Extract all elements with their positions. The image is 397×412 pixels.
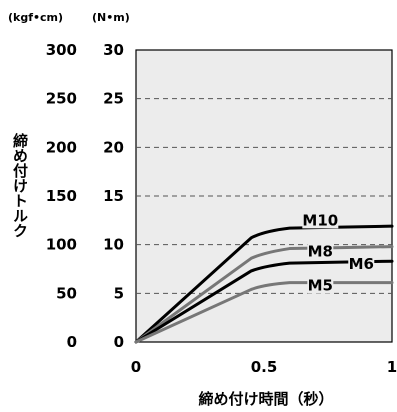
series-labels: M10 M8 M6 M5 <box>302 211 375 295</box>
y-tick-label: 0 <box>114 333 124 351</box>
secondary-y-tick-label: 0 <box>67 333 77 351</box>
series-line-m5 <box>134 281 394 344</box>
y-tick-label: 30 <box>103 41 124 59</box>
series-label-bg <box>307 276 334 294</box>
y-tick-label: 25 <box>103 90 124 108</box>
grid-lines <box>136 98 392 294</box>
primary-y-unit: (N•m) <box>92 11 130 24</box>
secondary-y-tick-label: 250 <box>46 90 77 108</box>
series-label-bg <box>307 242 334 260</box>
series-line-m8 <box>134 245 394 344</box>
secondary-y-tick-label: 150 <box>46 187 77 205</box>
x-axis-title: 締め付け時間（秒） <box>198 390 333 408</box>
secondary-y-tick-label: 100 <box>46 236 77 254</box>
y-tick-labels: 0 5 10 15 20 25 30 <box>103 41 124 351</box>
series-line-m6 <box>134 259 394 344</box>
y-tick-label: 10 <box>103 236 124 254</box>
secondary-y-tick-labels: 0 50 100 150 200 250 300 <box>46 41 77 351</box>
secondary-y-tick-label: 50 <box>56 284 77 302</box>
secondary-y-tick-label: 200 <box>46 138 77 156</box>
series-line-m10 <box>134 224 394 344</box>
secondary-y-unit: (kgf•cm) <box>8 11 63 24</box>
x-tick-label: 0 <box>131 358 141 376</box>
series-label-bg <box>348 255 375 273</box>
y-axis-title: 締め付けトルク <box>11 132 29 238</box>
series-label-bg <box>302 211 339 229</box>
x-tick-label: 0.5 <box>251 358 278 376</box>
y-tick-label: 20 <box>103 138 124 156</box>
x-tick-labels: 0 0.5 1 <box>131 358 397 376</box>
x-tick-label: 1 <box>387 358 397 376</box>
series-label-m8: M8 <box>308 242 333 260</box>
secondary-y-tick-label: 300 <box>46 41 77 59</box>
series-lines <box>134 224 394 344</box>
series-label-m6: M6 <box>349 255 374 273</box>
series-label-m5: M5 <box>308 277 333 295</box>
series-label-m10: M10 <box>302 211 338 229</box>
y-tick-label: 5 <box>114 284 124 302</box>
y-tick-label: 15 <box>103 187 124 205</box>
